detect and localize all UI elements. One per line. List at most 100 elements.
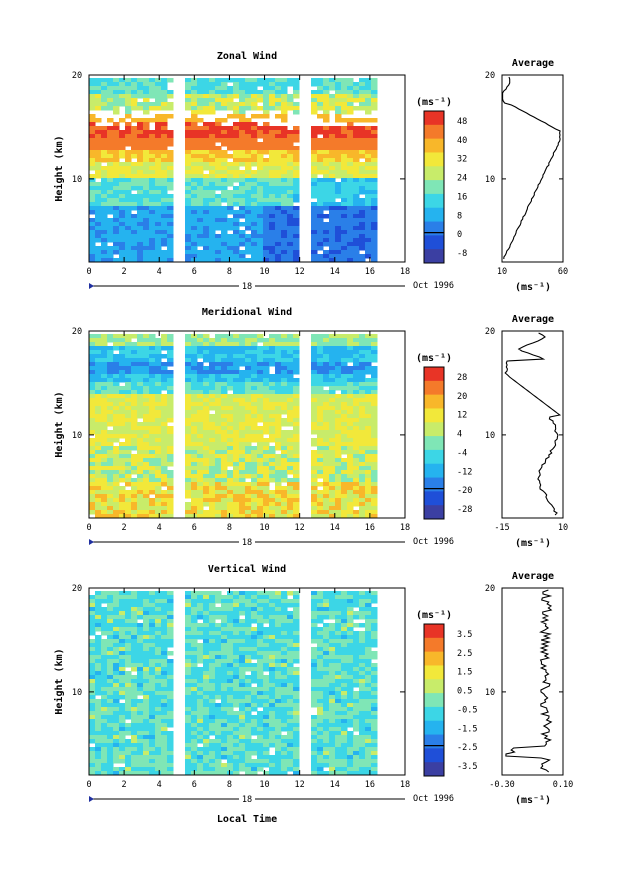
panel-1: 18	[88, 74, 564, 292]
x-tick-label: 14	[330, 523, 340, 533]
x-tick-label: 12	[295, 780, 305, 790]
average-frame	[501, 74, 564, 263]
colorbar-unit: (ms⁻¹)	[416, 353, 452, 364]
colorbar-swatch	[424, 693, 444, 708]
x-tick-label: 14	[330, 267, 340, 277]
panel-2: 18	[88, 330, 564, 548]
colorbar-swatch	[424, 380, 444, 396]
heatmap-cells	[89, 334, 378, 519]
x-tick-label: 0	[86, 780, 91, 790]
colorbar-swatch	[424, 249, 444, 264]
avg-x-tick-label: 60	[558, 267, 568, 277]
avg-unit: (ms⁻¹)	[515, 282, 551, 293]
y-tick-label: 20	[72, 71, 82, 81]
colorbar-label: 40	[457, 136, 467, 146]
date-marker	[89, 796, 94, 802]
avg-x-tick-label: 10	[497, 267, 507, 277]
chart-title: Meridional Wind	[202, 306, 292, 318]
colorbar-swatch	[424, 762, 444, 777]
colorbar-label: -12	[457, 467, 472, 477]
y-axis-label: Height (km)	[53, 391, 65, 457]
colorbar-swatch	[424, 207, 444, 223]
colorbar-swatch	[424, 436, 444, 451]
avg-unit: (ms⁻¹)	[515, 795, 551, 806]
colorbar-label: 16	[457, 192, 467, 202]
y-tick-label: 10	[72, 431, 82, 441]
plot-frame	[88, 74, 406, 263]
colorbar-label: 12	[457, 411, 467, 421]
x-tick-label: 18	[400, 523, 410, 533]
colorbar-swatch	[424, 679, 444, 694]
x-tick-label: 0	[86, 267, 91, 277]
colorbar-swatch	[424, 193, 444, 209]
plot-frame	[88, 587, 406, 776]
colorbar-label: 8	[457, 211, 462, 221]
colorbar-swatch	[424, 235, 444, 250]
colorbar-swatch	[424, 637, 444, 653]
average-title: Average	[512, 571, 554, 582]
average-title: Average	[512, 314, 554, 325]
avg-x-tick-label: 0.10	[553, 780, 573, 790]
x-tick-label: 2	[122, 780, 127, 790]
avg-x-tick-label: 10	[558, 523, 568, 533]
x-tick-label: 16	[365, 523, 375, 533]
x-tick-label: 4	[157, 523, 162, 533]
x-tick-label: 16	[365, 780, 375, 790]
x-tick-label: 4	[157, 780, 162, 790]
y-tick-label: 10	[72, 175, 82, 185]
date-marker	[89, 283, 94, 289]
colorbar-label: 48	[457, 117, 467, 127]
avg-x-tick-label: -15	[494, 523, 509, 533]
x-axis-label: Local Time	[217, 813, 277, 825]
avg-y-tick-label: 20	[485, 327, 495, 337]
y-tick-label: 20	[72, 584, 82, 594]
colorbar-swatch	[424, 408, 444, 423]
colorbar-swatch	[424, 449, 444, 465]
colorbar-label: -0.5	[457, 705, 477, 715]
plot-frame	[88, 330, 406, 519]
y-tick-label: 10	[72, 688, 82, 698]
colorbar-label: -4	[457, 448, 467, 458]
x-tick-label: 0	[86, 523, 91, 533]
colorbar-label: 3.5	[457, 630, 472, 640]
avg-unit: (ms⁻¹)	[515, 538, 551, 549]
chart-title: Vertical Wind	[208, 563, 286, 575]
x-tick-label: 2	[122, 267, 127, 277]
x-tick-label: 8	[227, 523, 232, 533]
x-tick-label: 4	[157, 267, 162, 277]
colorbar-swatch	[424, 651, 444, 666]
colorbar-unit: (ms⁻¹)	[416, 97, 452, 108]
x-tick-label: 6	[192, 267, 197, 277]
colorbar-swatch	[424, 111, 444, 126]
colorbar-label: 0	[457, 230, 462, 240]
x-tick-label: 18	[400, 780, 410, 790]
x-tick-label: 10	[259, 523, 269, 533]
colorbar-label: -2.5	[457, 743, 477, 753]
colorbar-label: 28	[457, 373, 467, 383]
colorbar-frame	[423, 623, 445, 777]
colorbar-swatch	[424, 394, 444, 409]
average-profile-line	[505, 589, 553, 773]
colorbar-label: 20	[457, 392, 467, 402]
colorbar-label: 32	[457, 155, 467, 165]
colorbar-swatch	[424, 491, 444, 506]
colorbar-swatch	[424, 665, 444, 680]
colorbar-swatch	[424, 748, 444, 763]
average-frame	[501, 587, 564, 776]
colorbar-label: 0.5	[457, 687, 472, 697]
avg-y-tick-label: 10	[485, 175, 495, 185]
colorbar-swatch	[424, 166, 444, 181]
colorbar-swatch	[424, 505, 444, 520]
average-profile-line	[504, 332, 562, 516]
month-label: Oct 1996	[413, 794, 454, 804]
x-tick-label: 8	[227, 780, 232, 790]
y-axis-label: Height (km)	[53, 648, 65, 714]
chart-title: Zonal Wind	[217, 50, 277, 62]
colorbar-frame	[423, 110, 445, 264]
colorbar-label: 2.5	[457, 649, 472, 659]
y-tick-label: 20	[72, 327, 82, 337]
month-label: Oct 1996	[413, 537, 454, 547]
avg-x-tick-label: -0.30	[489, 780, 515, 790]
colorbar-swatch	[424, 221, 444, 236]
avg-y-tick-label: 10	[485, 688, 495, 698]
